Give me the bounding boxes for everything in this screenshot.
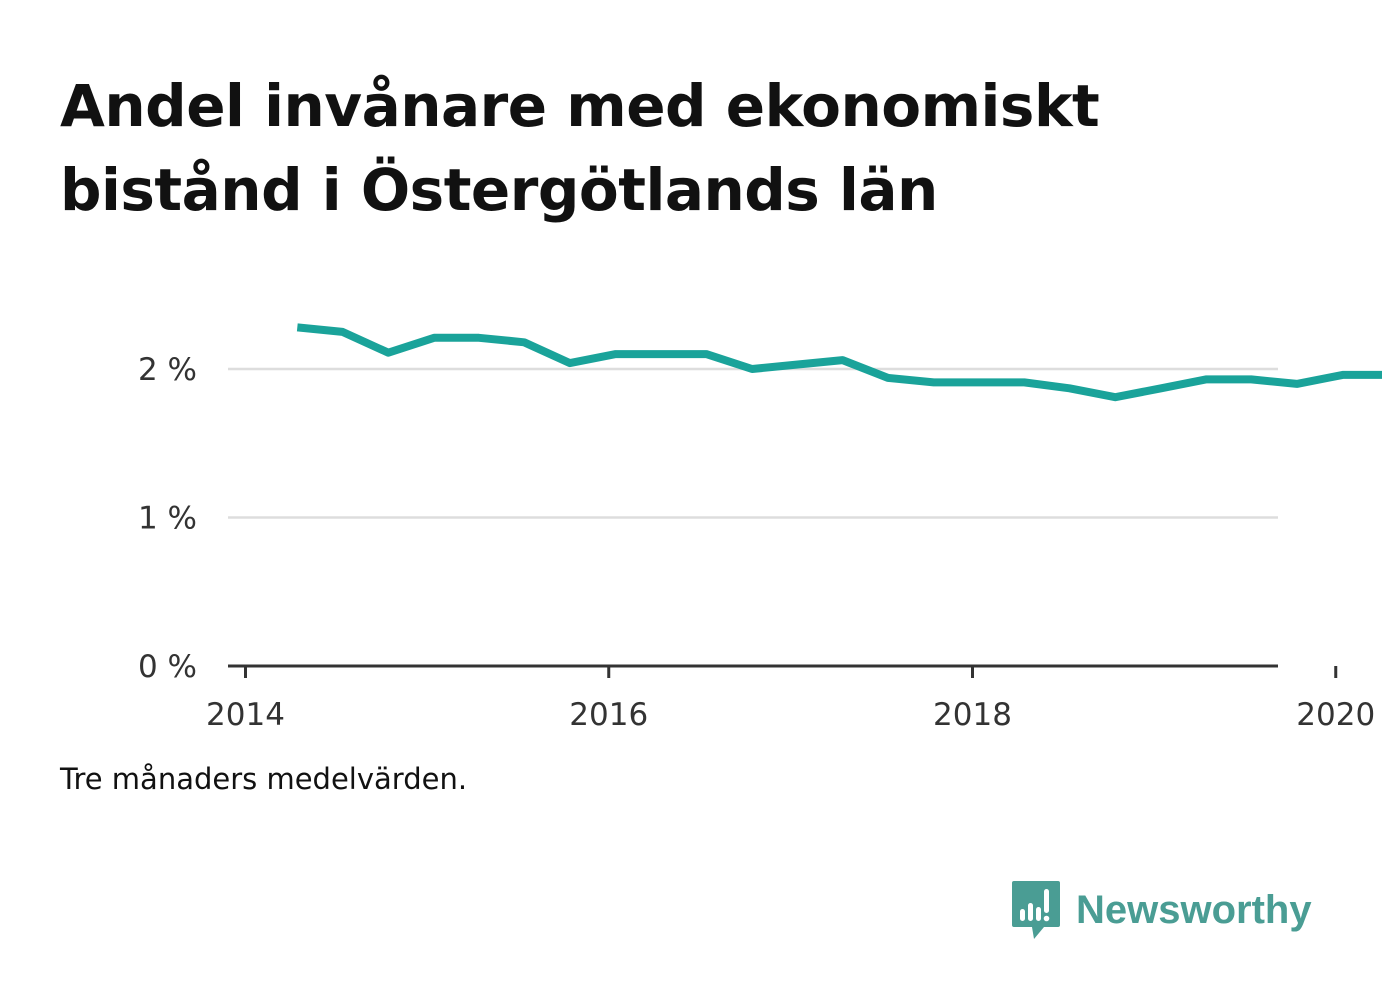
line-chart: 0 %1 %2 % 201420162018202020222024 <box>138 323 1382 733</box>
y-tick-label: 0 % <box>138 649 197 685</box>
y-tick-label: 1 % <box>138 501 197 537</box>
x-tick-label: 2016 <box>569 697 648 733</box>
grid-lines <box>228 367 1278 519</box>
y-axis-labels: 0 % 1 % 2 % <box>138 352 197 685</box>
series-layer <box>296 323 1382 402</box>
chart-title: Andel invånare med ekonomiskt bistånd i … <box>60 64 1260 232</box>
x-tick-label: 2020 <box>1296 697 1375 733</box>
newsworthy-logo-icon <box>1012 881 1060 939</box>
chart-note: Tre månaders medelvärden. <box>60 762 468 796</box>
x-tick-label: 2014 <box>206 697 285 733</box>
series-line <box>296 323 1382 402</box>
y-tick-label: 2 % <box>138 352 197 388</box>
x-axis-labels: 201420162018202020222024 <box>206 697 1375 733</box>
x-axis <box>228 664 1338 678</box>
brand-logo[interactable]: Newsworthy <box>1010 878 1312 942</box>
chart-title-line-2: bistånd i Östergötlands län <box>60 156 938 224</box>
x-tick-label: 2018 <box>933 697 1012 733</box>
brand-name: Newsworthy <box>1076 887 1312 932</box>
chart-title-line-1: Andel invånare med ekonomiskt <box>60 72 1100 140</box>
